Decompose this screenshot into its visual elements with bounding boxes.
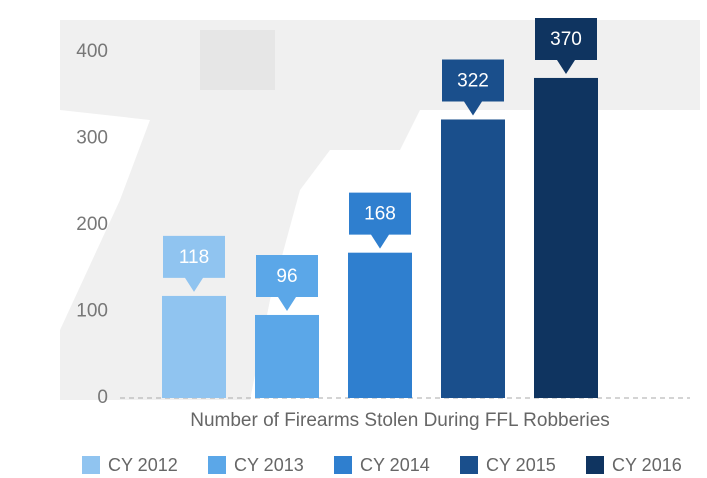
legend-label: CY 2013 (234, 455, 304, 475)
legend-label: CY 2012 (108, 455, 178, 475)
data-label: 118 (179, 247, 209, 268)
bar (255, 314, 319, 398)
y-tick-label: 100 (76, 301, 108, 322)
data-label-callout (163, 235, 225, 292)
data-label: 168 (364, 204, 396, 225)
legend-swatch (586, 456, 604, 474)
legend-label: CY 2014 (360, 455, 430, 475)
legend-swatch (460, 456, 478, 474)
y-tick-label: 0 (97, 387, 108, 408)
data-label: 370 (550, 29, 582, 50)
x-tick-label: Number of Firearms Stolen During FFL Rob… (190, 410, 610, 431)
legend-label: CY 2016 (612, 455, 682, 475)
bar (441, 119, 505, 398)
data-label: 322 (457, 70, 489, 91)
data-label-callout (349, 192, 411, 249)
legend-swatch (208, 456, 226, 474)
y-tick-label: 200 (76, 214, 108, 235)
legend-swatch (82, 456, 100, 474)
bar (534, 77, 598, 398)
bar (348, 252, 412, 398)
data-label-callout (256, 254, 318, 311)
bar (162, 295, 226, 398)
legend-swatch (334, 456, 352, 474)
data-label: 96 (276, 266, 297, 287)
data-label-callout (442, 59, 504, 116)
y-tick-label: 400 (76, 41, 108, 62)
y-tick-label: 300 (76, 128, 108, 149)
data-label-callout (535, 17, 597, 74)
legend-label: CY 2015 (486, 455, 556, 475)
